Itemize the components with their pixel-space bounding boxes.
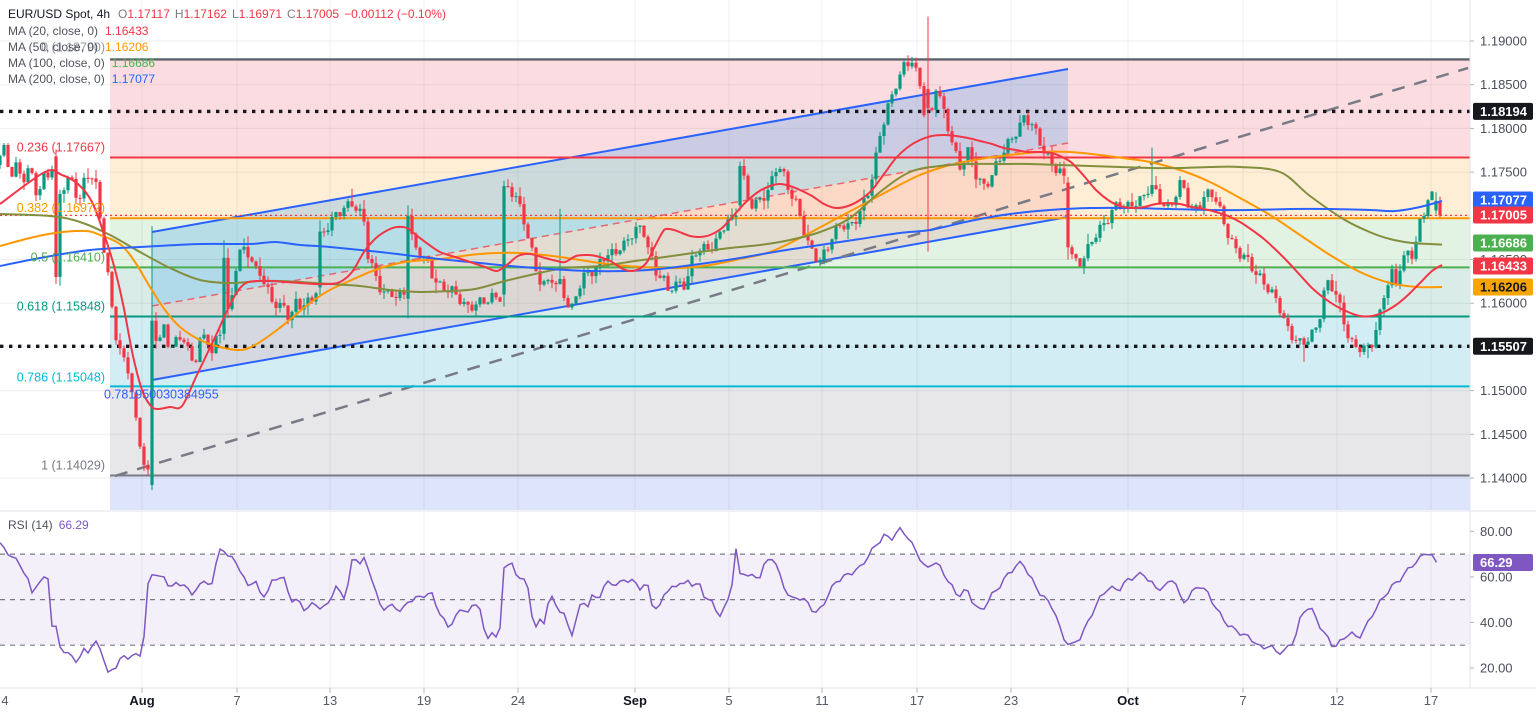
svg-text:7: 7	[1239, 693, 1246, 708]
svg-text:80.00: 80.00	[1480, 524, 1513, 539]
svg-text:0.236 (1.17667): 0.236 (1.17667)	[17, 141, 105, 155]
svg-text:1.14500: 1.14500	[1480, 427, 1527, 442]
svg-text:Oct: Oct	[1117, 693, 1139, 708]
svg-text:Sep: Sep	[623, 693, 647, 708]
svg-text:1.17500: 1.17500	[1480, 165, 1527, 180]
svg-text:12: 12	[1330, 693, 1344, 708]
svg-text:40.00: 40.00	[1480, 615, 1513, 630]
svg-text:1.16686: 1.16686	[1480, 236, 1527, 251]
svg-text:0.382 (1.16972): 0.382 (1.16972)	[17, 201, 105, 215]
svg-text:24: 24	[511, 693, 525, 708]
svg-text:0.618 (1.15848): 0.618 (1.15848)	[17, 300, 105, 314]
svg-text:RSI (14)66.29: RSI (14) 66.29	[8, 518, 89, 532]
svg-text:1.15000: 1.15000	[1480, 383, 1527, 398]
svg-text:MA (100, close, 0)1.16686: MA (100, close, 0) 1.16686	[8, 56, 155, 70]
svg-text:1.19000: 1.19000	[1480, 34, 1527, 49]
svg-text:1.17077: 1.17077	[1480, 193, 1527, 208]
svg-text:5: 5	[725, 693, 732, 708]
svg-text:66.29: 66.29	[1480, 555, 1513, 570]
svg-text:1.17005: 1.17005	[1480, 208, 1527, 223]
svg-text:4: 4	[1, 693, 8, 708]
svg-text:1.18500: 1.18500	[1480, 77, 1527, 92]
svg-text:1.16000: 1.16000	[1480, 296, 1527, 311]
svg-text:17: 17	[910, 693, 924, 708]
svg-text:23: 23	[1004, 693, 1018, 708]
svg-text:Aug: Aug	[129, 693, 154, 708]
svg-text:17: 17	[1424, 693, 1438, 708]
svg-text:13: 13	[323, 693, 337, 708]
svg-text:MA (50, close, 0)1.16206: MA (50, close, 0) 1.16206	[8, 40, 149, 54]
svg-text:1.15507: 1.15507	[1480, 339, 1527, 354]
svg-text:0.786 (1.15048): 0.786 (1.15048)	[17, 370, 105, 384]
svg-text:1.16433: 1.16433	[1480, 259, 1527, 274]
svg-text:1.18194: 1.18194	[1480, 104, 1528, 119]
svg-text:11: 11	[815, 693, 829, 708]
svg-text:1 (1.14029): 1 (1.14029)	[41, 459, 105, 473]
svg-text:20.00: 20.00	[1480, 661, 1513, 676]
svg-text:1.18000: 1.18000	[1480, 121, 1527, 136]
svg-text:19: 19	[417, 693, 431, 708]
svg-text:MA (200, close, 0)1.17077: MA (200, close, 0) 1.17077	[8, 72, 155, 86]
svg-text:60.00: 60.00	[1480, 569, 1513, 584]
svg-text:1.16206: 1.16206	[1480, 280, 1527, 295]
svg-text:0 (1.18790): 0 (1.18790)	[41, 40, 105, 54]
svg-text:0.781950030384955: 0.781950030384955	[104, 387, 219, 401]
svg-text:0.5 (1.16410): 0.5 (1.16410)	[31, 250, 105, 264]
svg-text:1.14000: 1.14000	[1480, 471, 1527, 486]
svg-text:MA (20, close, 0)1.16433: MA (20, close, 0) 1.16433	[8, 24, 149, 38]
svg-text:7: 7	[233, 693, 240, 708]
